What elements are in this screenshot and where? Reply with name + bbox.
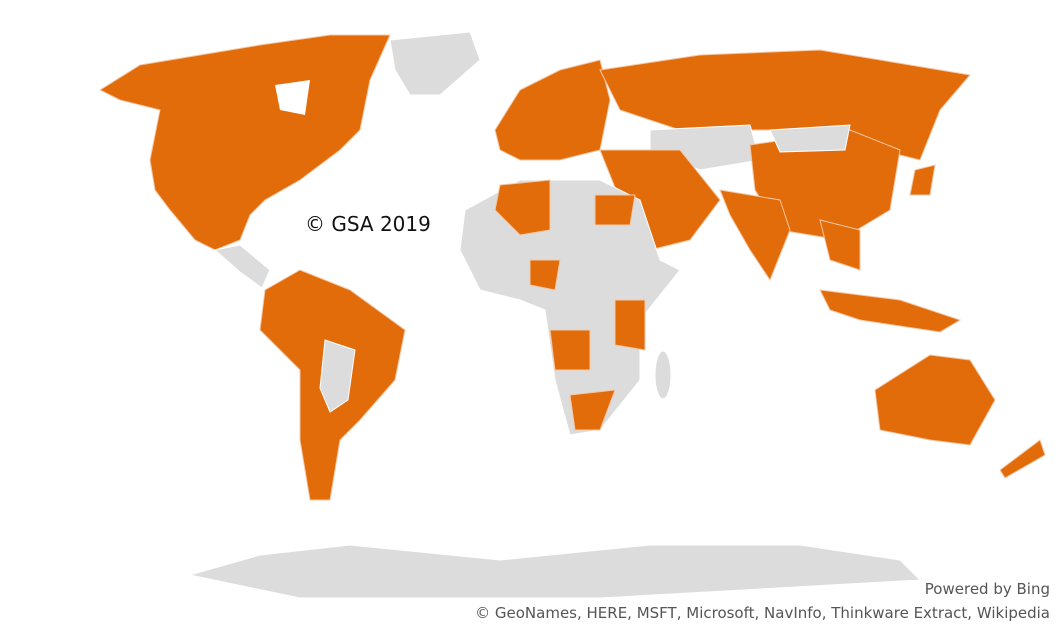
nigeria xyxy=(529,259,561,291)
powered-by: Powered by Bing xyxy=(925,580,1050,598)
angola xyxy=(549,329,591,371)
egypt xyxy=(594,194,636,226)
greenland xyxy=(389,31,481,96)
southeast-asia xyxy=(819,219,861,271)
madagascar xyxy=(654,350,672,400)
australia xyxy=(874,354,996,446)
algeria xyxy=(494,179,551,236)
africa xyxy=(459,179,681,436)
india xyxy=(719,189,791,282)
new-zealand xyxy=(999,439,1046,479)
antarctica xyxy=(189,544,922,599)
indonesia xyxy=(819,289,962,333)
japan xyxy=(909,164,936,196)
hudson-bay xyxy=(275,80,310,115)
north-america xyxy=(98,34,391,251)
south-africa xyxy=(569,389,616,431)
mongolia xyxy=(769,124,851,153)
south-america-grey xyxy=(319,339,356,413)
landmass xyxy=(98,31,1046,599)
watermark: © GSA 2019 xyxy=(305,212,431,236)
east-africa xyxy=(614,299,646,351)
europe xyxy=(494,59,611,161)
attribution: © GeoNames, HERE, MSFT, Microsoft, NavIn… xyxy=(475,604,1050,622)
central-america xyxy=(213,244,271,289)
russia xyxy=(599,49,971,161)
